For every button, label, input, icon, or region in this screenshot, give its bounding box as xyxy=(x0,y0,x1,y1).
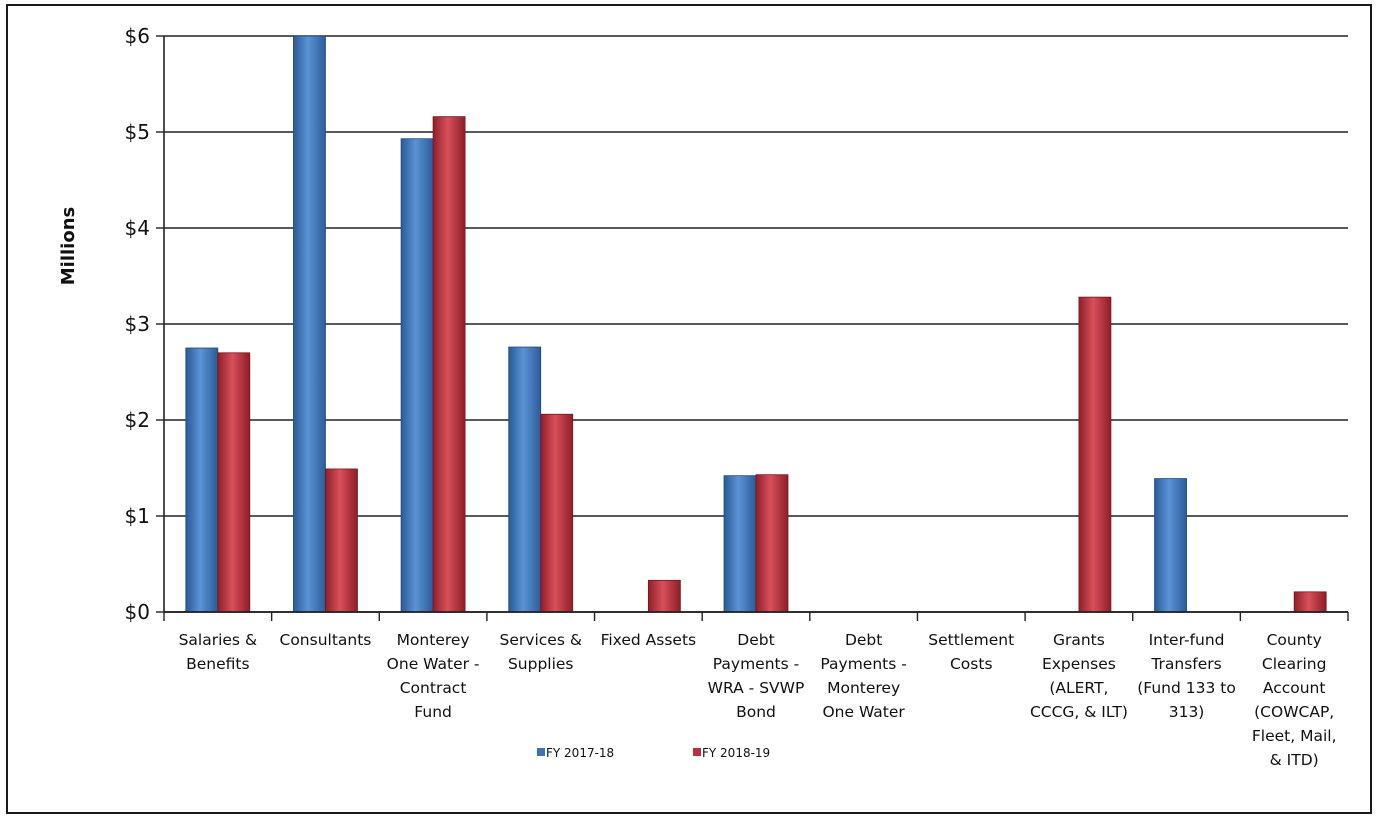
y-tick-label: $2 xyxy=(125,408,150,432)
chart-frame xyxy=(6,4,1372,814)
y-tick-label: $0 xyxy=(125,600,150,624)
y-axis-label: Millions xyxy=(58,207,79,286)
bar-fy2017-18 xyxy=(293,35,326,613)
legend-swatch xyxy=(537,748,545,756)
legend-swatch xyxy=(693,748,701,756)
y-tick-label: $4 xyxy=(125,216,150,240)
x-tick-label: Consultants xyxy=(280,631,372,649)
legend: FY 2017-18 FY 2018-19 xyxy=(537,746,770,760)
legend-label: FY 2017-18 xyxy=(546,746,614,760)
x-tick-label: Salaries & Benefits xyxy=(179,631,257,673)
x-tick-label: County Clearing Account (COWCAP, Fleet, Mail… xyxy=(1252,631,1337,769)
bar-fy2018-19 xyxy=(1078,296,1112,613)
bar-fy2017-18 xyxy=(723,475,757,613)
bar-fy2018-19 xyxy=(217,352,251,613)
legend-label: FY 2018-19 xyxy=(702,746,770,760)
x-tick-label: Monterey One Water -Contract Fund xyxy=(387,631,480,721)
y-tick-label: $5 xyxy=(125,120,150,144)
x-tick-label: Settlement Costs xyxy=(928,631,1014,673)
x-tick-label: Fixed Assets xyxy=(601,631,697,649)
bar-fy2018-19 xyxy=(755,474,789,613)
bars xyxy=(185,35,1327,613)
y-tick-label: $3 xyxy=(125,312,150,336)
bar-fy2017-18 xyxy=(185,347,219,613)
bar-fy2017-18 xyxy=(400,138,434,613)
bar-fy2017-18 xyxy=(1154,478,1187,613)
bar-fy2017-18 xyxy=(508,346,542,613)
x-tick-label: Inter-fund Transfers (Fund 133 to 313) xyxy=(1137,631,1236,721)
x-tick-label: Grants Expenses (ALERT, CCCG, & ILT) xyxy=(1030,631,1128,721)
bar-fy2018-19 xyxy=(432,116,466,613)
y-tick-label: $6 xyxy=(125,24,150,48)
x-tick-label: Debt Payments -WRA - SVWP Bond xyxy=(708,631,805,721)
bar-fy2018-19 xyxy=(325,468,358,613)
x-tick-label: Services & Supplies xyxy=(500,631,582,673)
axes: $0 $1 $2 $3 $4 $5 $6 Millions Salaries & Benefits… xyxy=(58,24,1349,769)
bar-fy2018-19 xyxy=(1293,591,1327,613)
bar-fy2018-19 xyxy=(540,413,574,613)
y-tick-label: $1 xyxy=(125,504,150,528)
bar-fy2018-19 xyxy=(647,579,681,613)
x-tick-label: Debt Payments -Monterey One Water xyxy=(820,631,906,721)
